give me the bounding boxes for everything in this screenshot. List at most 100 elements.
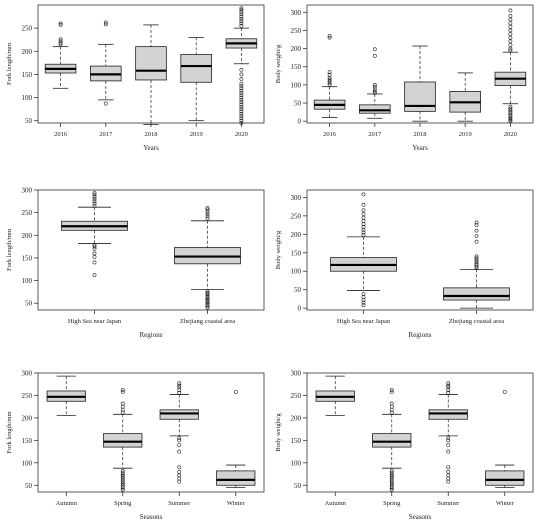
box-autumn bbox=[46, 375, 86, 417]
y-tick-label: 300 bbox=[291, 194, 302, 202]
x-axis-label: Regions bbox=[140, 331, 163, 339]
y-axis-label: Fork length/mm bbox=[6, 411, 13, 453]
outlier-point bbox=[446, 436, 451, 441]
x-tick-label: Summer bbox=[437, 500, 460, 507]
x-tick-label: 2018 bbox=[145, 131, 158, 138]
outlier-point bbox=[92, 194, 97, 199]
outlier-point bbox=[92, 255, 97, 259]
y-tick-label: 50 bbox=[294, 100, 302, 108]
outlier-point bbox=[446, 442, 451, 447]
outlier-point bbox=[205, 209, 210, 214]
outlier-point bbox=[58, 41, 63, 45]
outlier-point bbox=[92, 244, 97, 249]
y-tick-label: 0 bbox=[298, 118, 302, 126]
outlier-point bbox=[474, 223, 479, 227]
y-tick-label: 100 bbox=[22, 277, 33, 285]
outlier-point bbox=[372, 47, 377, 52]
outlier-point bbox=[92, 201, 97, 206]
outlier-point bbox=[92, 243, 97, 248]
outlier-point bbox=[474, 239, 479, 244]
x-tick-label: Spring bbox=[383, 500, 401, 507]
outlier-point bbox=[389, 483, 394, 488]
outlier-point bbox=[205, 207, 210, 212]
outlier-point bbox=[58, 22, 63, 27]
chart-panel-4: 0 50 100 150 200 250 300 Body weight/g High Sea … bbox=[275, 189, 534, 339]
y-axis-label: Fork length/mm bbox=[6, 43, 13, 85]
outlier-point bbox=[205, 305, 210, 310]
outlier-point bbox=[233, 389, 238, 394]
outlier-point bbox=[239, 86, 244, 91]
y-axis-label: Body weight/g bbox=[275, 413, 282, 452]
x-tick-label: Autumn bbox=[325, 500, 347, 507]
outlier-point bbox=[120, 410, 125, 415]
outlier-point bbox=[239, 23, 244, 28]
outlier-point bbox=[361, 292, 366, 297]
outlier-point bbox=[446, 388, 451, 392]
outlier-point bbox=[389, 470, 394, 475]
y-axis-label: Body weight/g bbox=[275, 44, 282, 83]
outlier-point bbox=[327, 82, 332, 87]
outlier-point bbox=[58, 37, 63, 42]
y-tick-label: 150 bbox=[22, 71, 33, 79]
outlier-point bbox=[177, 469, 182, 474]
outlier-point bbox=[372, 87, 377, 92]
outlier-point bbox=[205, 299, 210, 303]
outlier-point bbox=[239, 21, 244, 26]
outlier-point bbox=[389, 468, 394, 473]
box-2020 bbox=[494, 8, 527, 124]
y-tick-label: 200 bbox=[22, 232, 33, 240]
y-tick-label: 50 bbox=[294, 482, 302, 490]
box-autumn bbox=[315, 375, 355, 417]
outlier-point bbox=[372, 90, 377, 95]
outlier-point bbox=[389, 388, 394, 392]
outlier-point bbox=[446, 385, 451, 390]
box-2016 bbox=[313, 33, 346, 118]
outlier-point bbox=[361, 208, 366, 213]
outlier-point bbox=[372, 82, 377, 87]
x-tick-label: Spring bbox=[114, 500, 132, 507]
outlier-point bbox=[446, 476, 451, 481]
y-tick-label: 150 bbox=[22, 254, 33, 262]
outlier-point bbox=[177, 465, 182, 470]
outlier-point bbox=[508, 35, 513, 40]
outlier-point bbox=[58, 21, 63, 26]
outlier-point bbox=[508, 8, 513, 13]
outlier-point bbox=[205, 304, 210, 309]
outlier-point bbox=[389, 487, 394, 492]
outlier-point bbox=[177, 473, 182, 478]
outlier-point bbox=[120, 487, 125, 492]
x-tick-label: High Sea near Japan bbox=[68, 318, 122, 325]
x-tick-label: Autumn bbox=[56, 500, 78, 507]
outlier-point bbox=[446, 390, 451, 395]
outlier-point bbox=[120, 388, 125, 392]
outlier-point bbox=[177, 476, 182, 481]
box-summer bbox=[428, 381, 468, 484]
outlier-point bbox=[372, 84, 377, 89]
y-tick-label: 50 bbox=[25, 300, 33, 308]
plot-frame bbox=[37, 189, 265, 311]
y-tick-label: 300 bbox=[291, 370, 302, 378]
outlier-point bbox=[508, 106, 513, 111]
outlier-point bbox=[92, 203, 97, 208]
outlier-point bbox=[508, 43, 513, 47]
y-tick-label: 150 bbox=[22, 437, 33, 445]
outlier-point bbox=[446, 469, 451, 474]
outlier-point bbox=[361, 215, 366, 220]
x-axis-label: Regions bbox=[409, 331, 432, 339]
box-spring bbox=[372, 388, 412, 492]
iqr-box bbox=[372, 433, 412, 448]
outlier-point bbox=[389, 476, 394, 480]
outlier-point bbox=[120, 479, 125, 484]
outlier-point bbox=[239, 107, 244, 112]
outlier-point bbox=[446, 473, 451, 478]
y-tick-label: 200 bbox=[291, 414, 302, 422]
outlier-point bbox=[361, 303, 366, 308]
outlier-point bbox=[508, 119, 513, 124]
outlier-point bbox=[239, 111, 244, 116]
x-tick-label: 2016 bbox=[54, 131, 68, 138]
outlier-point bbox=[327, 70, 332, 75]
box-winter bbox=[485, 389, 525, 488]
y-tick-label: 200 bbox=[291, 231, 302, 239]
outlier-point bbox=[327, 77, 332, 82]
